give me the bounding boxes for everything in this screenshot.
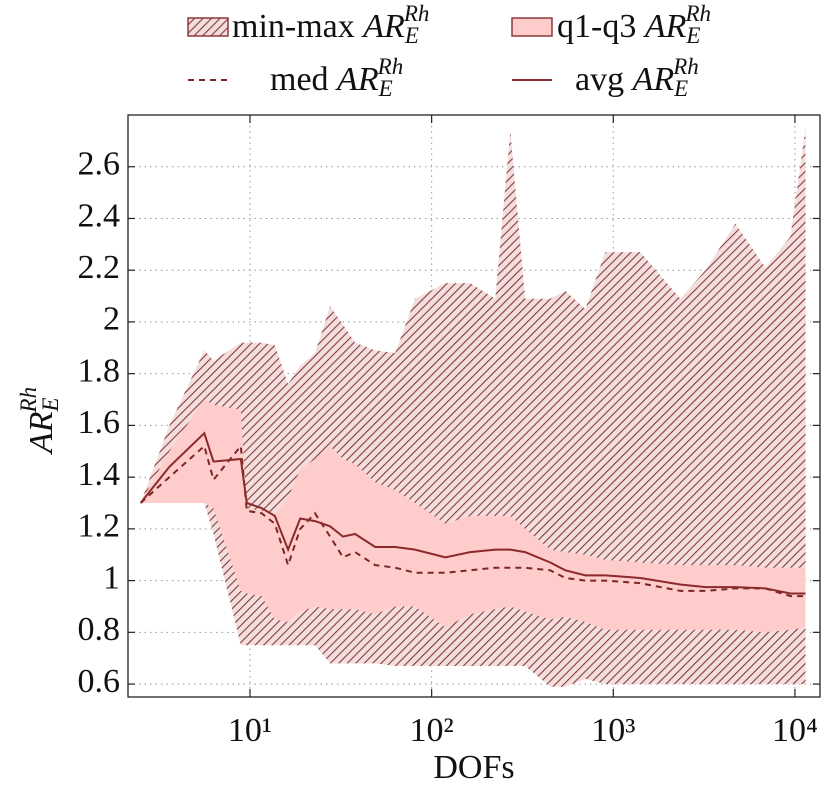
- line: [139, 431, 806, 595]
- plot-data: [139, 127, 806, 687]
- y-tick-label: 2.2: [78, 249, 121, 286]
- y-tick-label: 2: [103, 301, 120, 338]
- y-tick-label: 2.4: [78, 197, 121, 234]
- band: [140, 399, 806, 633]
- legend-label: avg ARERh: [575, 54, 699, 101]
- x-tick-label: 10³: [591, 712, 635, 749]
- legend-label: q1-q3 ARERh: [557, 1, 711, 48]
- legend-label: min-max ARERh: [232, 1, 429, 48]
- y-axis-label: ARERh: [16, 387, 63, 455]
- legend-label: med ARERh: [270, 54, 403, 101]
- line: [139, 443, 806, 598]
- x-tick-label: 10⁴: [772, 712, 818, 749]
- x-tick-label: 10¹: [228, 712, 272, 749]
- y-tick-label: 1.8: [78, 352, 121, 389]
- y-tick-label: 1: [103, 559, 120, 596]
- plot-frame: [127, 114, 821, 698]
- y-tick-label: 0.8: [78, 611, 121, 648]
- y-tick-label: 1.2: [78, 508, 121, 545]
- y-tick-label: 0.6: [78, 663, 121, 700]
- legend-swatch: [187, 17, 229, 37]
- legend-swatch: [511, 17, 553, 37]
- y-tick-label: 1.6: [78, 404, 121, 441]
- x-axis-label: DOFs: [433, 749, 514, 786]
- x-tick-label: 10²: [410, 712, 454, 749]
- y-tick-label: 2.6: [78, 146, 121, 183]
- y-tick-label: 1.4: [78, 456, 121, 493]
